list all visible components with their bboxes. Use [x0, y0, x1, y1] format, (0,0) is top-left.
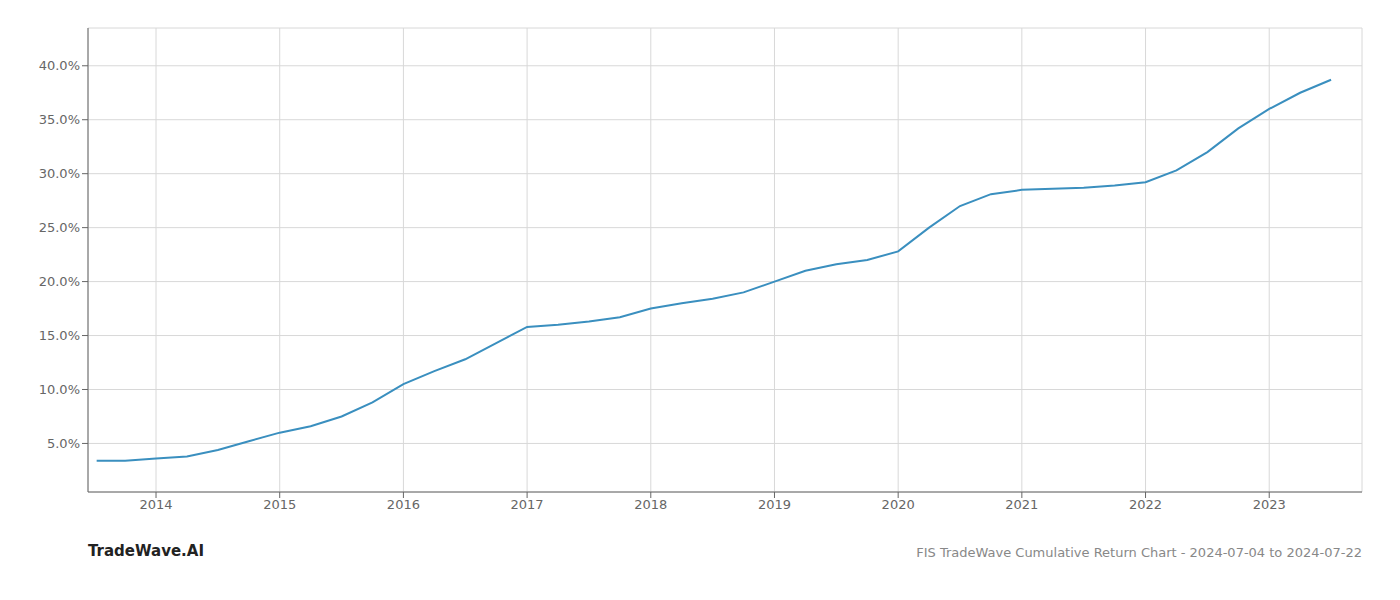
html-text:TradeWave.AI: TradeWave.AI: [88, 542, 204, 560]
svg-text:2019: 2019: [758, 497, 791, 512]
svg-text:2016: 2016: [387, 497, 420, 512]
svg-text:2023: 2023: [1253, 497, 1286, 512]
svg-text:2014: 2014: [139, 497, 172, 512]
svg-text:2020: 2020: [882, 497, 915, 512]
svg-text:25.0%: 25.0%: [39, 220, 80, 235]
svg-text:5.0%: 5.0%: [47, 436, 80, 451]
svg-text:30.0%: 30.0%: [39, 166, 80, 181]
svg-text:2015: 2015: [263, 497, 296, 512]
svg-text:20.0%: 20.0%: [39, 274, 80, 289]
svg-text:2017: 2017: [511, 497, 544, 512]
html-text:FIS TradeWave Cumulative Retur: FIS TradeWave Cumulative Return Chart - …: [916, 545, 1362, 560]
svg-text:35.0%: 35.0%: [39, 112, 80, 127]
svg-text:2018: 2018: [634, 497, 667, 512]
svg-text:15.0%: 15.0%: [39, 328, 80, 343]
svg-text:2022: 2022: [1129, 497, 1162, 512]
svg-text:10.0%: 10.0%: [39, 382, 80, 397]
svg-text:2021: 2021: [1005, 497, 1038, 512]
svg-text:40.0%: 40.0%: [39, 58, 80, 73]
